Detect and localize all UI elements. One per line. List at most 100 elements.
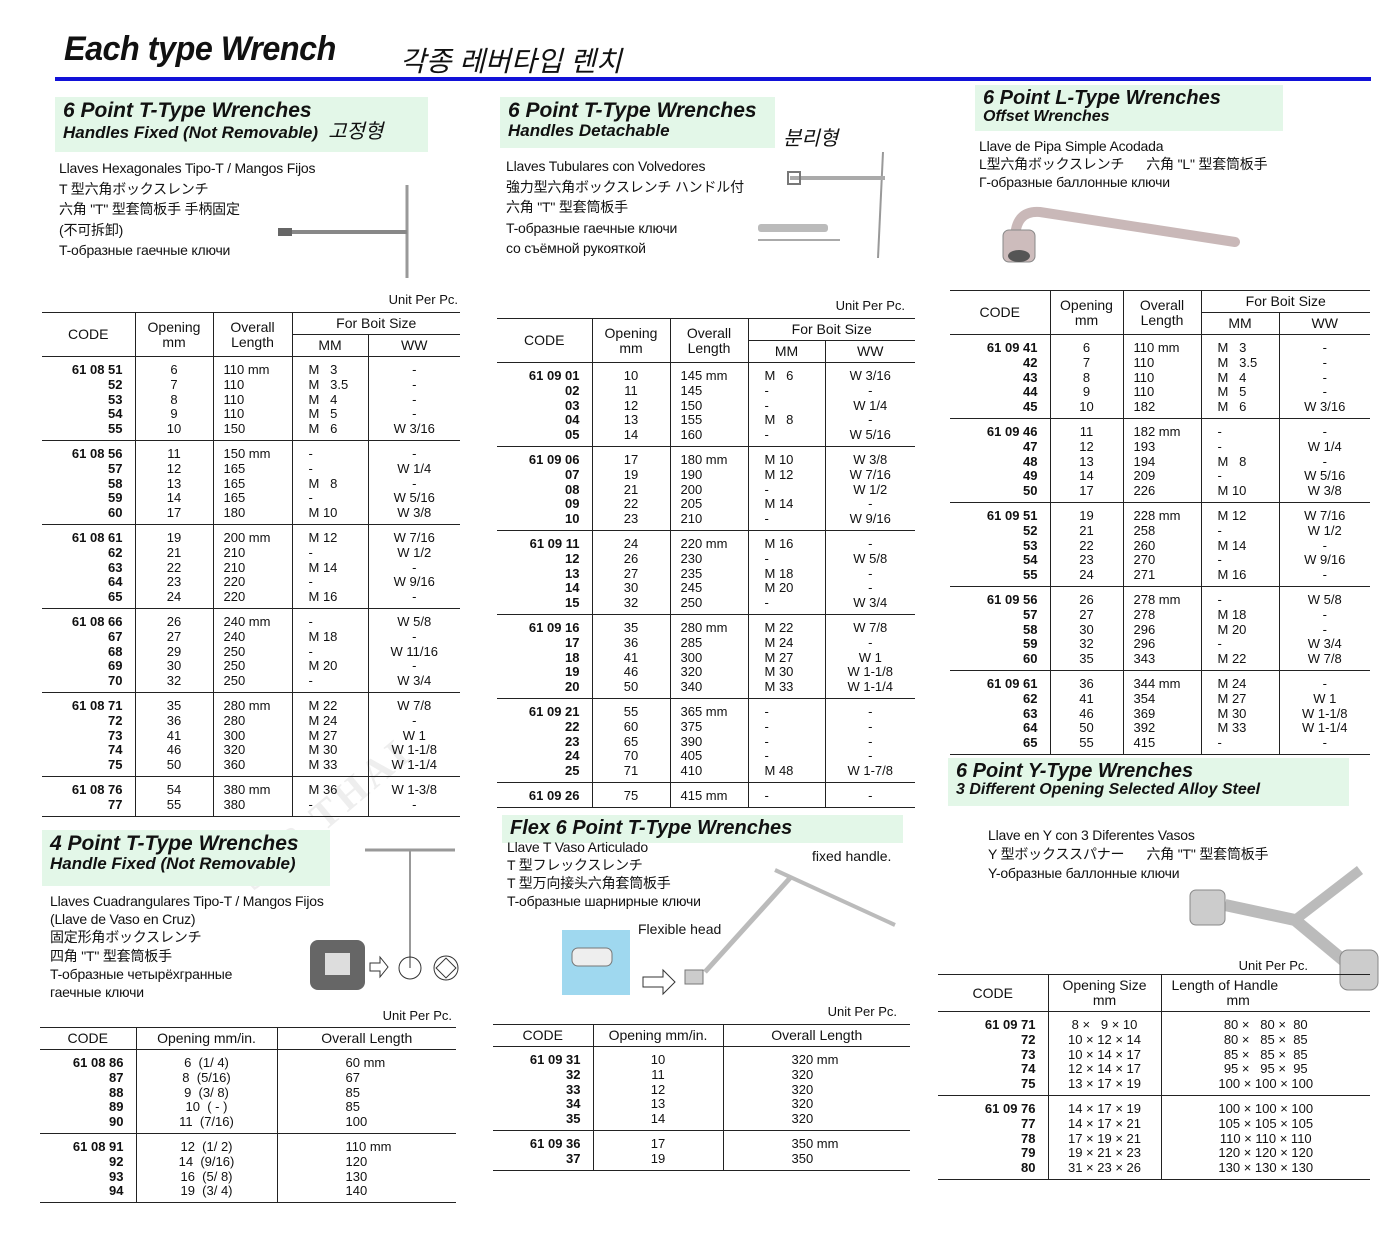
cell-opening: 10 (134, 421, 213, 441)
cell-opening: 23 (591, 511, 670, 531)
cell-bolt-mm: M 30 (747, 665, 825, 681)
cell-bolt-mm: M 8 (291, 476, 368, 492)
cell-code: 61 09 06 (528, 451, 580, 467)
cell-opening: 46 (1049, 706, 1123, 722)
table-row: 15 32 250- W 3/4 (497, 595, 915, 615)
cell-code: 04 (565, 412, 580, 428)
description-s4: Llaves Cuadrangulares Tipo-T / Mangos Fi… (50, 892, 324, 1001)
cell-code: 23 (565, 733, 580, 749)
col-header-text: Opening (604, 324, 658, 341)
cell-code: 03 (565, 397, 580, 413)
cell-opening: 35 (591, 614, 670, 636)
col-header-bolt-size: For Boit Size (291, 312, 460, 335)
col-header-ww: WW (824, 340, 915, 363)
cell-length: 350 mm (722, 1130, 910, 1152)
table-row: 61 09 56 26 278 mm - W 5/8 (950, 586, 1370, 608)
table-row: 55 24 271 M 16- (950, 567, 1370, 587)
cell-code: 74 (1021, 1061, 1036, 1077)
table-row: 87 8 (5/16) 67 (40, 1070, 456, 1086)
cell-length: 230 (669, 551, 748, 567)
cell-code: 50 (1023, 483, 1038, 499)
title-rule (55, 77, 1371, 81)
page-title: Each type Wrench (64, 30, 336, 68)
section-title: 6 Point L-Type Wrenches (983, 87, 1221, 109)
cell-length: 250 (669, 595, 748, 615)
cell-bolt-ww: W 5/8 (367, 608, 460, 630)
cell-bolt-ww: - (824, 719, 915, 735)
cell-bolt-mm: M 12 (1200, 502, 1279, 524)
cell-code: 73 (108, 727, 123, 743)
cell-length: 415 mm (669, 782, 748, 808)
detachable-t-wrench-image (758, 151, 885, 259)
table-row: 57 12 165- W 1/4 (42, 461, 460, 477)
row-group: 61 09 31 10 320 mm 32 11 320 33 12 320 34 13 320 35 1… (493, 1046, 910, 1131)
cell-bolt-ww: W 3/8 (367, 505, 460, 525)
cell-length: 110 (212, 392, 292, 408)
cell-bolt-ww: W 1-1/8 (824, 665, 915, 681)
unit-label: Unit Per Pc. (1238, 958, 1308, 973)
cell-bolt-ww: - (367, 377, 460, 393)
cell-opening: 32 (1049, 637, 1123, 653)
table-row: 61 08 86 6 (1/ 4) 60 mm (40, 1049, 456, 1071)
cell-bolt-mm: M 4 (1200, 370, 1279, 386)
cell-bolt-mm: - (291, 461, 368, 477)
table-row: 43 8 110 M 4- (950, 370, 1370, 386)
desc-line: Г-образные баллонные ключи (979, 174, 1170, 190)
desc-line: Llaves Hexagonales Tipo-T / Mangos Fijos (59, 160, 316, 176)
section-subtitle: Handles Fixed (Not Removable) (63, 123, 319, 143)
cell-length: 228 mm (1122, 502, 1201, 524)
col-header-ww: WW (1278, 312, 1370, 335)
cell-opening: 19 (591, 467, 670, 483)
table-row: 04 13 155 M 8- (497, 412, 915, 429)
table-row: 61 09 26 75 415 mm - - (497, 782, 915, 808)
flexible-head-label: Flexible head (638, 921, 722, 937)
cell-length: 245 (669, 581, 748, 597)
cell-bolt-ww: - (824, 413, 915, 429)
row-group: 61 08 56 11 150 mm - -57 12 165- W 1/4 58 13 165 M … (42, 440, 460, 525)
table-row: 59 32 296- W 3/4 (950, 636, 1370, 653)
cell-length: 405 (669, 749, 748, 765)
cell-opening: 26 (1049, 586, 1123, 608)
col-header-length: Overall Length (276, 1027, 456, 1050)
cell-bolt-mm: - (1200, 523, 1279, 539)
cell-code: 59 (1023, 636, 1038, 652)
cell-bolt-mm: M 5 (1200, 385, 1279, 401)
row-group: 61 09 56 26 278 mm - W 5/8 57 27 278 M 18-58 30 29… (950, 586, 1370, 671)
cell-length: 209 (1122, 469, 1201, 485)
cell-length: 165 (212, 476, 292, 492)
table-row: 62 41 354 M 27 W 1 (950, 691, 1370, 707)
cell-code: 37 (566, 1150, 581, 1166)
cell-length: 220 (212, 575, 292, 591)
cell-length: 280 mm (212, 692, 292, 714)
col-header-code: CODE (497, 318, 592, 363)
table-row: 44 9 110 M 5- (950, 385, 1370, 401)
row-group: 61 08 51 6 110 mm M 3-52 7 110 M 3.5-53 8 110 M 4… (42, 356, 460, 441)
cell-opening: 7 (1049, 355, 1123, 371)
cell-code: 14 (565, 580, 580, 596)
table-row: 33 12 320 (493, 1082, 910, 1098)
cell-bolt-ww: W 9/16 (824, 511, 915, 531)
cell-length: 240 (212, 629, 292, 645)
cell-length: 392 (1122, 721, 1201, 737)
cell-bolt-ww: W 7/8 (824, 614, 915, 636)
cell-code: 61 08 56 (71, 445, 123, 461)
cell-code: 53 (1023, 537, 1038, 553)
cell-bolt-mm: M 20 (747, 581, 825, 597)
cell-bolt-ww: W 1/4 (367, 461, 460, 477)
page-title-korean: 각종 레버타입 렌치 (400, 46, 622, 77)
cell-bolt-mm: - (291, 608, 368, 630)
table-row: 61 09 71 8 × 9 × 10 80 × 80 × 80 (938, 1011, 1370, 1033)
col-header-opening-size: Opening Size mm (1047, 974, 1161, 1012)
desc-line: (Llave de Vaso en Cruz) (50, 911, 196, 928)
cell-length: 182 mm (1122, 418, 1201, 440)
row-group: 61 09 76 14 × 17 × 19 100 × 100 × 100 77 14 … (938, 1095, 1370, 1180)
cell-code: 89 (109, 1099, 124, 1115)
cell-bolt-ww: - (1278, 370, 1370, 386)
cell-length: 280 mm (669, 614, 748, 636)
cell-bolt-mm: M 8 (747, 413, 825, 429)
row-group: 61 09 36 17 350 mm 37 19 350 (493, 1130, 910, 1171)
cell-code: 18 (565, 649, 580, 665)
cell-opening: 8 (1049, 370, 1123, 386)
table-row: 61 08 91 12 (1/ 2) 110 mm (40, 1133, 456, 1155)
